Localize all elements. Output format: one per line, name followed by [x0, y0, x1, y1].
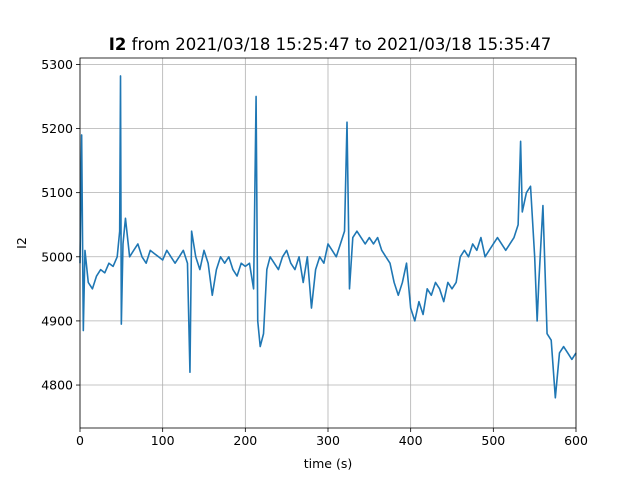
y-tick-label: 5200: [41, 121, 73, 136]
y-tick-label: 4800: [41, 378, 73, 393]
x-tick-label: 600: [564, 433, 588, 448]
chart-title-rest: from 2021/03/18 15:25:47 to 2021/03/18 1…: [126, 35, 551, 54]
y-tick-label: 5000: [41, 249, 73, 264]
x-tick-label: 200: [233, 433, 257, 448]
y-tick-label: 5100: [41, 185, 73, 200]
x-tick-label: 500: [481, 433, 505, 448]
axis-ticks: 0 100 200 300 400 500 600 4800 4900 5000 5100 5200 5…: [41, 57, 588, 448]
x-axis-label: time (s): [304, 456, 352, 471]
chart-title-bold: I2: [109, 35, 127, 54]
y-tick-label: 5300: [41, 57, 73, 72]
x-tick-label: 0: [76, 433, 84, 448]
y-axis-label: I2: [14, 237, 29, 249]
x-tick-label: 100: [151, 433, 175, 448]
x-tick-label: 400: [399, 433, 423, 448]
x-tick-label: 300: [316, 433, 340, 448]
grid-lines: [79, 58, 577, 428]
y-tick-label: 4900: [41, 313, 73, 328]
series-line: [79, 75, 577, 399]
chart-title: I2 from 2021/03/18 15:25:47 to 2021/03/1…: [109, 35, 551, 54]
